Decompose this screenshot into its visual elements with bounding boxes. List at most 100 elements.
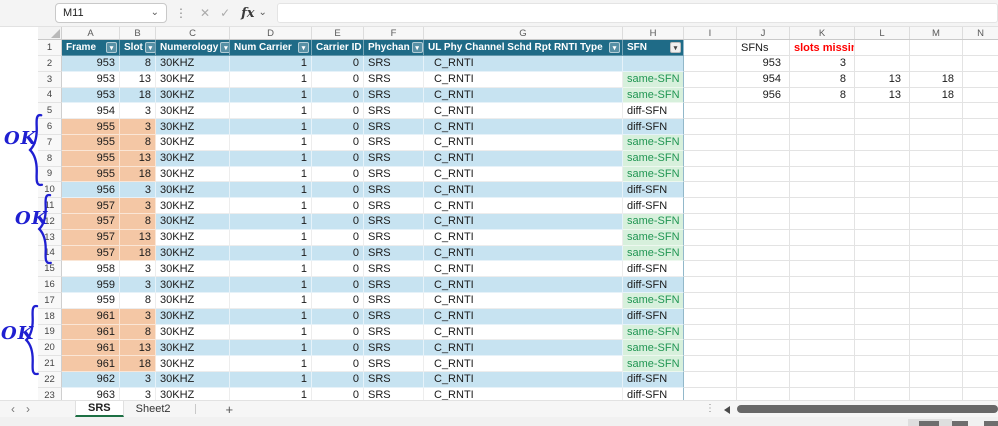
filter-dropdown-icon[interactable]: ▾: [670, 42, 681, 53]
grid-cell[interactable]: [910, 182, 963, 199]
grid-cell[interactable]: [684, 134, 737, 151]
grid-cell[interactable]: [963, 103, 998, 120]
grid-cell[interactable]: [910, 261, 963, 278]
grid-cell[interactable]: [737, 119, 790, 135]
cell-b11[interactable]: 3: [120, 198, 156, 214]
cell-a16[interactable]: 959: [62, 277, 120, 293]
grid-cell[interactable]: [855, 245, 910, 262]
grid-cell[interactable]: [855, 229, 910, 246]
cell-d20[interactable]: 1: [230, 340, 312, 357]
grid-cell[interactable]: [790, 150, 855, 167]
cell-g22[interactable]: C_RNTI: [424, 371, 623, 388]
cell-h5[interactable]: diff-SFN: [623, 103, 684, 120]
grid-cell[interactable]: [963, 88, 998, 104]
cell-e16[interactable]: 0: [312, 277, 364, 293]
grid-cell[interactable]: [855, 356, 910, 372]
cell-c19[interactable]: 30KHZ: [156, 324, 230, 341]
cell-d4[interactable]: 1: [230, 87, 312, 104]
cell-d8[interactable]: 1: [230, 150, 312, 167]
grid-cell[interactable]: [963, 214, 998, 230]
grid-cell[interactable]: [684, 324, 737, 341]
cell-d3[interactable]: 1: [230, 71, 312, 88]
cell-d10[interactable]: 1: [230, 182, 312, 199]
cell-a14[interactable]: 957: [62, 245, 120, 262]
grid-cell[interactable]: [855, 213, 910, 230]
cell-e13[interactable]: 0: [312, 229, 364, 246]
column-letter-I[interactable]: I: [684, 27, 737, 39]
grid-cell[interactable]: [684, 261, 737, 278]
cell-d12[interactable]: 1: [230, 213, 312, 230]
cell-a3[interactable]: 953: [62, 71, 120, 88]
cell-f5[interactable]: SRS: [364, 103, 424, 120]
column-letter-D[interactable]: D: [230, 27, 312, 39]
cell-f8[interactable]: SRS: [364, 150, 424, 167]
cell-e18[interactable]: 0: [312, 308, 364, 325]
cell-b6[interactable]: 3: [120, 119, 156, 135]
cell-d23[interactable]: 1: [230, 387, 312, 400]
row-number-17[interactable]: 17: [38, 292, 62, 309]
grid-cell[interactable]: [855, 198, 910, 214]
grid-cell[interactable]: [684, 166, 737, 183]
fx-icon[interactable]: fx: [241, 5, 255, 21]
cell-a8[interactable]: 955: [62, 150, 120, 167]
cell-e21[interactable]: 0: [312, 356, 364, 372]
grid-cell[interactable]: [737, 356, 790, 372]
cell-h13[interactable]: same-SFN: [623, 229, 684, 246]
cell-b12[interactable]: 8: [120, 213, 156, 230]
grid-cell[interactable]: [790, 308, 855, 325]
cell-f17[interactable]: SRS: [364, 292, 424, 309]
column-letter-B[interactable]: B: [120, 27, 156, 39]
column-header-phychan[interactable]: Phychan ▾: [364, 40, 424, 56]
cell-f18[interactable]: SRS: [364, 308, 424, 325]
grid-cell[interactable]: [910, 245, 963, 262]
grid-cell[interactable]: [790, 371, 855, 388]
cell-d21[interactable]: 1: [230, 356, 312, 372]
row-number-23[interactable]: 23: [38, 387, 62, 400]
grid-cell[interactable]: [790, 134, 855, 151]
cell-h21[interactable]: same-SFN: [623, 356, 684, 372]
cell-e7[interactable]: 0: [312, 134, 364, 151]
cell-g15[interactable]: C_RNTI: [424, 261, 623, 278]
row-number-20[interactable]: 20: [38, 340, 62, 357]
grid-cell[interactable]: [855, 308, 910, 325]
cell-h23[interactable]: diff-SFN: [623, 387, 684, 400]
grid-cell[interactable]: [790, 213, 855, 230]
page-break-view-icon[interactable]: [984, 421, 998, 426]
cell-g6[interactable]: C_RNTI: [424, 119, 623, 135]
row-number-6[interactable]: 6: [38, 119, 62, 135]
grid-cell[interactable]: [737, 134, 790, 151]
cell-c11[interactable]: 30KHZ: [156, 198, 230, 214]
column-letter-G[interactable]: G: [424, 27, 623, 39]
cell-h9[interactable]: same-SFN: [623, 166, 684, 183]
grid-cell[interactable]: [963, 119, 998, 135]
cell-h14[interactable]: same-SFN: [623, 245, 684, 262]
cell-d7[interactable]: 1: [230, 134, 312, 151]
cell-d17[interactable]: 1: [230, 292, 312, 309]
cell-h11[interactable]: diff-SFN: [623, 198, 684, 214]
grid-cell[interactable]: [737, 150, 790, 167]
cell-c3[interactable]: 30KHZ: [156, 71, 230, 88]
cell-b23[interactable]: 3: [120, 387, 156, 400]
grid-cell[interactable]: [910, 166, 963, 183]
row-number-2[interactable]: 2: [38, 56, 62, 72]
chevron-down-icon[interactable]: ⌄: [150, 7, 159, 18]
cell-d13[interactable]: 1: [230, 229, 312, 246]
side-header-slots-missing[interactable]: slots missing: [790, 40, 855, 56]
grid-cell[interactable]: [910, 119, 963, 135]
cell-d15[interactable]: 1: [230, 261, 312, 278]
grid-cell[interactable]: [910, 308, 963, 325]
column-letter-L[interactable]: L: [855, 27, 910, 39]
row-number-14[interactable]: 14: [38, 245, 62, 262]
cell-g23[interactable]: C_RNTI: [424, 387, 623, 400]
cell-h19[interactable]: same-SFN: [623, 324, 684, 341]
cell-g5[interactable]: C_RNTI: [424, 103, 623, 120]
column-letter-K[interactable]: K: [790, 27, 855, 39]
cell-b14[interactable]: 18: [120, 245, 156, 262]
cell-a9[interactable]: 955: [62, 166, 120, 183]
cell-b4[interactable]: 18: [120, 87, 156, 104]
cell-e2[interactable]: 0: [312, 56, 364, 72]
cell-e10[interactable]: 0: [312, 182, 364, 199]
column-letter-C[interactable]: C: [156, 27, 230, 39]
cell-c5[interactable]: 30KHZ: [156, 103, 230, 120]
filter-dropdown-icon[interactable]: ▾: [411, 42, 423, 53]
